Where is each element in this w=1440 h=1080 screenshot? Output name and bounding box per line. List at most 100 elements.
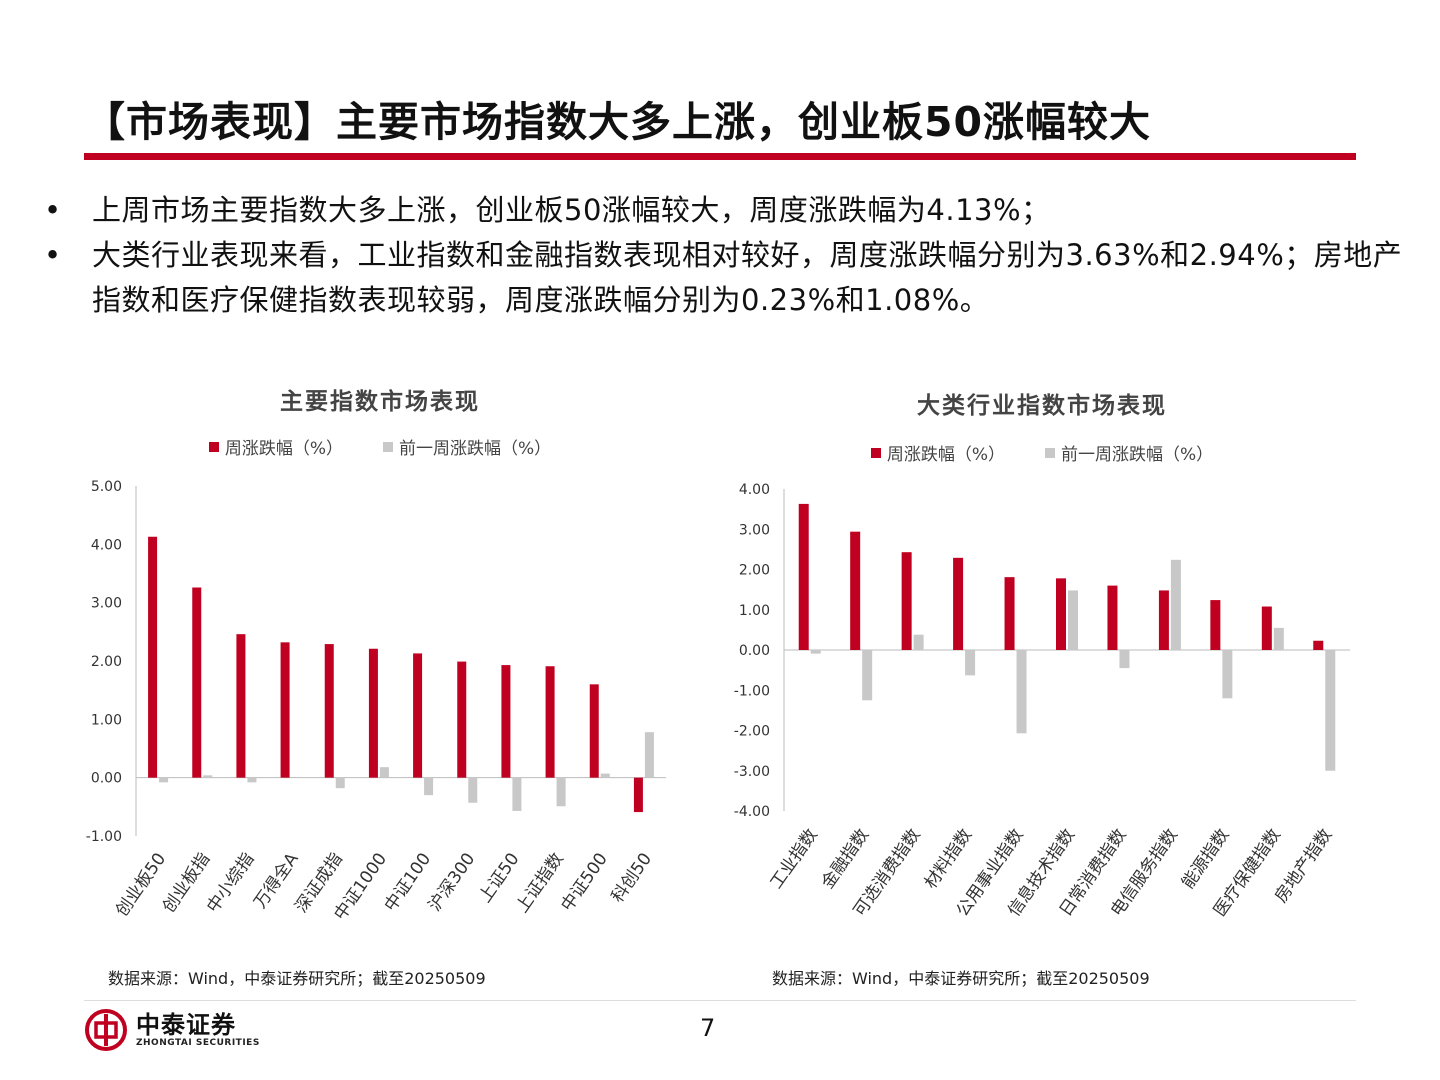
bar-current-week [280, 642, 290, 778]
bar-previous-week [810, 650, 821, 654]
y-tick-label: 3.00 [91, 596, 122, 612]
bar-current-week [457, 661, 467, 778]
bar-current-week [368, 648, 378, 778]
y-tick-label: 2.00 [739, 563, 770, 579]
bar-current-week [413, 653, 423, 778]
bar-previous-week [1016, 650, 1027, 734]
source-note: 数据来源：Wind，中泰证券研究所；截至20250509 [108, 969, 486, 988]
x-tick-label: 中证500 [557, 849, 611, 915]
y-tick-label: -1.00 [86, 829, 122, 845]
y-tick-label: -3.00 [734, 764, 770, 780]
bar-current-week [148, 536, 158, 778]
bar-previous-week [1325, 650, 1336, 771]
bar-previous-week [600, 773, 610, 778]
bar-previous-week [468, 777, 478, 803]
y-tick-label: 4.00 [739, 482, 770, 498]
bar-current-week [850, 531, 861, 650]
x-tick-label: 沪深300 [425, 849, 479, 915]
bar-current-week [501, 665, 511, 778]
bar-current-week [1056, 578, 1066, 650]
bar-current-week [633, 777, 643, 813]
bar-previous-week [335, 777, 345, 789]
bar-current-week [901, 552, 912, 650]
footer-divider [84, 1000, 1356, 1001]
legend-label: 周涨跌幅（%） [886, 445, 1005, 465]
bar-previous-week [862, 650, 873, 701]
bar-previous-week [512, 777, 522, 811]
legend-swatch-current [870, 447, 881, 458]
bar-previous-week [1170, 559, 1181, 650]
bar-current-week [589, 684, 599, 778]
x-tick-label: 工业指数 [766, 825, 821, 892]
legend-label: 周涨跌幅（%） [224, 439, 343, 459]
bar-previous-week [1119, 650, 1130, 669]
x-tick-label: 创业板50 [112, 849, 170, 920]
bullet-item: 上周市场主要指数大多上涨，创业板50涨幅较大，周度涨跌幅为4.13%； [44, 188, 1404, 233]
chart-title: 大类行业指数市场表现 [917, 392, 1167, 419]
chart-plot: 5.004.003.002.001.000.00-1.00创业板50创业板指中小… [86, 479, 666, 924]
bar-previous-week [644, 732, 654, 778]
legend-label: 前一周涨跌幅（%） [399, 439, 552, 459]
bar-previous-week [1222, 650, 1233, 699]
page-title: 【市场表现】主要市场指数大多上涨，创业板50涨幅较大 [84, 98, 1152, 146]
bar-previous-week [159, 777, 169, 783]
bar-current-week [1313, 640, 1324, 650]
bar-previous-week [379, 767, 389, 778]
bar-current-week [1004, 577, 1015, 650]
y-tick-label: -4.00 [734, 804, 770, 820]
bar-current-week [236, 634, 246, 778]
bar-previous-week [247, 777, 257, 783]
y-tick-label: 0.00 [91, 771, 122, 787]
chart-legend: 周涨跌幅（%） 前一周涨跌幅（%） [712, 440, 1372, 465]
legend-item-current: 周涨跌幅（%） [208, 434, 343, 459]
logo-mark-icon [85, 1009, 127, 1051]
legend-label: 前一周涨跌幅（%） [1061, 445, 1214, 465]
y-tick-label: 5.00 [91, 479, 122, 495]
y-tick-label: 0.00 [739, 643, 770, 659]
legend-item-previous: 前一周涨跌幅（%） [1045, 440, 1213, 465]
bar-previous-week [913, 634, 924, 650]
chart-major-indices: 主要指数市场表现 周涨跌幅（%） 前一周涨跌幅（%） 5.00 4.00 3.00 2… [60, 370, 700, 950]
page-number: 7 [700, 1014, 716, 1042]
y-tick-label: 3.00 [739, 522, 770, 538]
bar-previous-week [1068, 590, 1078, 650]
y-tick-label: 2.00 [91, 654, 122, 670]
bar-current-week [192, 587, 202, 778]
y-tick-label: 4.00 [91, 537, 122, 553]
y-tick-label: -1.00 [734, 683, 770, 699]
bar-previous-week [556, 777, 566, 807]
source-note: 数据来源：Wind，中泰证券研究所；截至20250509 [772, 969, 1150, 988]
chart-sector-indices: 大类行业指数市场表现 周涨跌幅（%） 前一周涨跌幅（%） 4.00 3.00 2.0… [712, 370, 1372, 950]
bar-current-week [1261, 606, 1272, 650]
legend-item-current: 周涨跌幅（%） [870, 440, 1005, 465]
x-tick-label: 能源指数 [1178, 825, 1233, 892]
legend-item-previous: 前一周涨跌幅（%） [383, 434, 551, 459]
chart-plot: 4.00 3.00 2.00 1.00 0.00 -1.00 -2.00 -3.00 -4.00… [734, 482, 1350, 920]
bar-current-week [1210, 600, 1221, 650]
y-tick-label: -2.00 [734, 724, 770, 740]
bar-previous-week [203, 775, 213, 778]
title-divider [84, 153, 1356, 160]
y-tick-label: 1.00 [91, 712, 122, 728]
bar-previous-week [424, 777, 434, 796]
legend-swatch-current [208, 441, 219, 452]
x-tick-label: 科创50 [608, 849, 656, 906]
bar-current-week [1107, 585, 1118, 650]
y-tick-label: 1.00 [739, 603, 770, 619]
bullet-list: 上周市场主要指数大多上涨，创业板50涨幅较大，周度涨跌幅为4.13%； 大类行业… [44, 188, 1404, 323]
bar-previous-week [1273, 627, 1284, 650]
bar-previous-week [965, 650, 976, 676]
chart-legend: 周涨跌幅（%） 前一周涨跌幅（%） [60, 434, 700, 459]
x-tick-label: 金融指数 [818, 825, 873, 892]
chart-title: 主要指数市场表现 [280, 388, 480, 415]
logo-text-en: ZHONGTAI SECURITIES [136, 1038, 260, 1048]
bar-current-week [1158, 590, 1169, 650]
legend-swatch-previous [1045, 447, 1055, 458]
bar-current-week [324, 644, 334, 778]
bar-current-week [545, 666, 555, 778]
bar-current-week [798, 503, 809, 650]
x-tick-label: 材料指数 [921, 825, 976, 892]
logo-text-cn: 中泰证券 [136, 1011, 236, 1039]
legend-swatch-previous [383, 441, 393, 452]
company-logo: 中泰证券 ZHONGTAI SECURITIES [84, 1008, 260, 1052]
